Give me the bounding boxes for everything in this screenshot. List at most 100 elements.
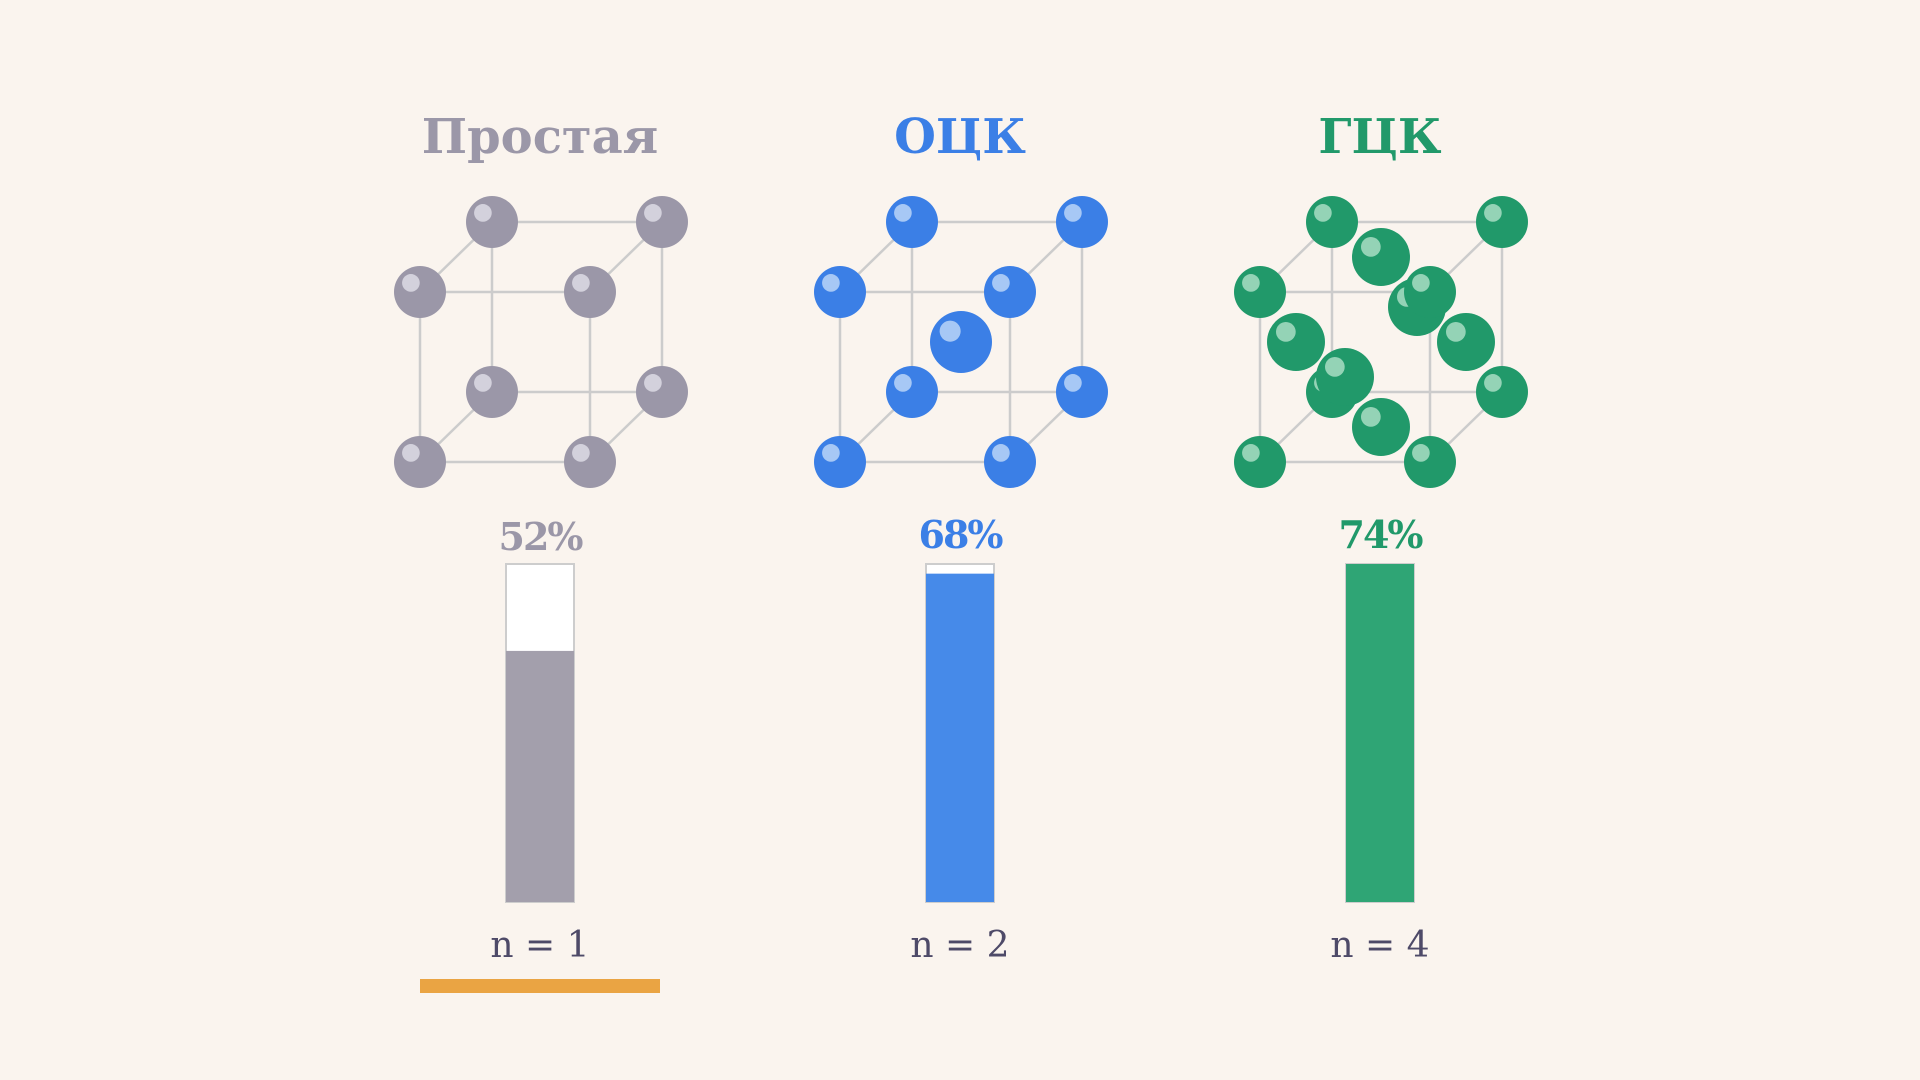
atom-highlight (572, 444, 590, 462)
atom-sphere (466, 196, 518, 248)
atom-highlight (1484, 374, 1502, 392)
atom-sphere (814, 266, 866, 318)
atom-sphere (1056, 196, 1108, 248)
atom-sphere (1056, 366, 1108, 418)
atom-highlight (894, 204, 912, 222)
atom-sphere (1306, 196, 1358, 248)
atom-sphere (1234, 436, 1286, 488)
bar-fill (1346, 564, 1414, 902)
atom-highlight (939, 320, 961, 342)
atoms-per-cell-label: n = 2 (910, 925, 1009, 966)
atom (1306, 196, 1358, 248)
atom-highlight (1242, 444, 1260, 462)
packing-bar (505, 563, 575, 903)
atom (466, 366, 518, 418)
atom-highlight (1412, 274, 1430, 292)
structure-title: Простая (422, 109, 658, 165)
atom-sphere (1316, 348, 1374, 406)
atom (930, 311, 992, 373)
selection-underline (420, 979, 660, 993)
atom-sphere (1476, 196, 1528, 248)
atom-highlight (1445, 321, 1466, 342)
atom (564, 266, 616, 318)
atom (814, 436, 866, 488)
atom-highlight (1064, 204, 1082, 222)
atom-sphere (1476, 366, 1528, 418)
packing-bar (925, 563, 995, 903)
atom (1404, 266, 1456, 318)
atom (1316, 348, 1374, 406)
atom-highlight (474, 204, 492, 222)
atom (1056, 196, 1108, 248)
atom-sphere (1352, 228, 1410, 286)
atom (1476, 366, 1528, 418)
atoms-per-cell-label: n = 1 (490, 925, 589, 966)
atom (1352, 398, 1410, 456)
atom-highlight (992, 444, 1010, 462)
atom-highlight (1242, 274, 1260, 292)
atom-sphere (984, 436, 1036, 488)
atom-highlight (1484, 204, 1502, 222)
atom-sphere (394, 436, 446, 488)
unit-cell (1234, 196, 1528, 488)
atom (1476, 196, 1528, 248)
atom-sphere (564, 266, 616, 318)
atom-sphere (886, 366, 938, 418)
unit-cell (394, 196, 688, 488)
atom-highlight (992, 274, 1010, 292)
atom (466, 196, 518, 248)
atom-highlight (644, 374, 662, 392)
atom-sphere (636, 366, 688, 418)
atom-sphere (814, 436, 866, 488)
atoms-per-cell-label: n = 4 (1330, 925, 1429, 966)
atom-highlight (1360, 236, 1381, 257)
atom-sphere (1404, 436, 1456, 488)
atom-sphere (1352, 398, 1410, 456)
atom-highlight (402, 274, 420, 292)
atom-sphere (984, 266, 1036, 318)
atom-highlight (1324, 356, 1345, 377)
unit-cell (814, 196, 1108, 488)
atom (394, 436, 446, 488)
atom-sphere (636, 196, 688, 248)
atom (984, 436, 1036, 488)
atom-highlight (822, 444, 840, 462)
bar-fill (926, 573, 994, 902)
atom (1267, 313, 1325, 371)
atom-sphere (564, 436, 616, 488)
atom-sphere (394, 266, 446, 318)
atom (814, 266, 866, 318)
atom-highlight (474, 374, 492, 392)
column-bcc[interactable]: ОЦК 68% n = 2 (814, 109, 1108, 966)
atom-highlight (402, 444, 420, 462)
column-fcc[interactable]: ГЦК 74% n = 4 (1234, 109, 1528, 966)
atom-sphere (1234, 266, 1286, 318)
atom (1234, 436, 1286, 488)
structure-title: ГЦК (1318, 109, 1442, 165)
column-simple-cubic[interactable]: Простая 52% n = 1 (394, 109, 688, 993)
atom (564, 436, 616, 488)
structure-title: ОЦК (894, 109, 1026, 165)
packing-percent-label: 68% (919, 512, 1004, 557)
atom (886, 366, 938, 418)
atom-highlight (822, 274, 840, 292)
packing-bar (1345, 563, 1415, 903)
atom-highlight (1314, 204, 1332, 222)
atom (394, 266, 446, 318)
atom-sphere (466, 366, 518, 418)
atom-sphere (1437, 313, 1495, 371)
atom-highlight (644, 204, 662, 222)
atom-highlight (572, 274, 590, 292)
atom-sphere (886, 196, 938, 248)
atom-sphere (1404, 266, 1456, 318)
atom-highlight (894, 374, 912, 392)
atom-highlight (1064, 374, 1082, 392)
atom (636, 196, 688, 248)
atom (1056, 366, 1108, 418)
atom (1437, 313, 1495, 371)
packing-percent-label: 74% (1339, 512, 1424, 557)
atom (1404, 436, 1456, 488)
atom-sphere (1267, 313, 1325, 371)
atom-highlight (1360, 406, 1381, 427)
